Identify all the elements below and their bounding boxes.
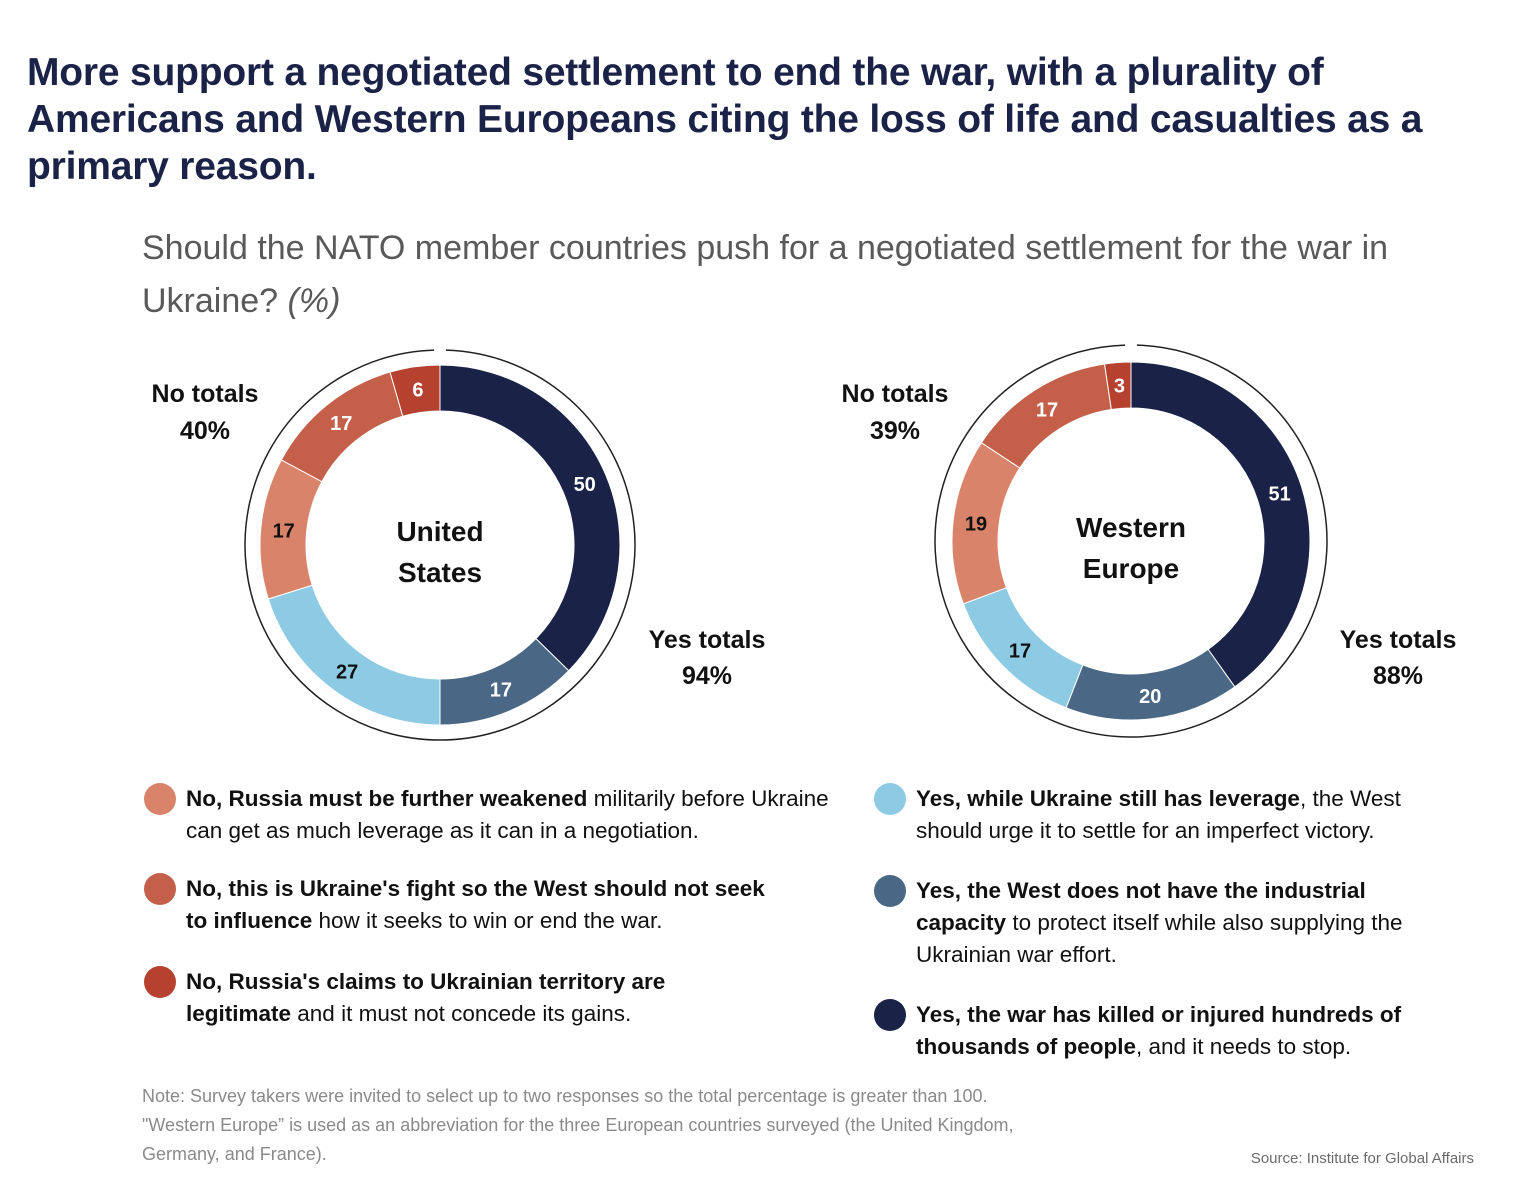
donut-chart-western-europe: 51 20 17 19 17 3 Western Europe No totals 39% Yes … bbox=[842, 344, 1457, 738]
legend-swatch bbox=[874, 875, 906, 907]
slice-value-label: 50 bbox=[574, 474, 596, 496]
slice-value-label: 19 bbox=[965, 514, 987, 536]
slice-value-label: 27 bbox=[336, 662, 358, 684]
legend-bold-text: Yes, the West does not have the industri… bbox=[916, 878, 1366, 935]
donut-slice-yes-leverage bbox=[267, 584, 441, 726]
slice-value-label: 3 bbox=[1114, 375, 1125, 397]
center-label: United bbox=[396, 516, 483, 547]
chart-subtitle: Should the NATO member countries push fo… bbox=[142, 222, 1422, 327]
donut-slice-no-claims-legitimate bbox=[389, 364, 441, 417]
legend-text: militarily before Ukraine can get as muc… bbox=[186, 786, 829, 843]
chart-title: More support a negotiated settlement to … bbox=[27, 51, 1423, 188]
legend-bold-text: No, Russia's claims to Ukrainian territo… bbox=[186, 969, 666, 1026]
legend-bold-text: No, this is Ukraine's fight so the West … bbox=[186, 876, 765, 933]
subtitle-unit: (%) bbox=[287, 281, 341, 320]
donut-slice-yes-killed bbox=[1130, 361, 1311, 688]
legend-swatch bbox=[144, 783, 176, 815]
legend-text: and it must not concede its gains. bbox=[291, 1001, 632, 1026]
donut-frame-ring bbox=[244, 349, 636, 741]
legend-item-yes-industrial: Yes, the West does not have the industri… bbox=[874, 875, 1414, 971]
no-totals-value: 39% bbox=[870, 417, 920, 445]
source-credit: Source: Institute for Global Affairs bbox=[1250, 1150, 1474, 1167]
legend-swatch bbox=[874, 783, 906, 815]
legend-bold-text: Yes, while Ukraine still has leverage bbox=[916, 786, 1300, 811]
subtitle-question: Should the NATO member countries push fo… bbox=[142, 229, 1389, 320]
legend-item-no-weakened: No, Russia must be further weakened mili… bbox=[144, 783, 834, 847]
slice-value-label: 17 bbox=[490, 680, 512, 702]
yes-totals-value: 94% bbox=[682, 662, 732, 690]
legend-item-no-ukraines-fight: No, this is Ukraine's fight so the West … bbox=[144, 873, 784, 937]
legend-swatch bbox=[144, 966, 176, 998]
legend-text: , the West should urge it to settle for … bbox=[916, 786, 1401, 843]
legend-swatch bbox=[874, 999, 906, 1031]
slice-value-label: 17 bbox=[1036, 400, 1058, 422]
yes-totals-label: Yes totals bbox=[649, 626, 766, 654]
donut-chart-united-states: 50 17 27 17 17 6 United States No totals 40% Yes t… bbox=[152, 349, 766, 741]
slice-value-label: 20 bbox=[1139, 686, 1161, 708]
slice-value-label: 6 bbox=[412, 380, 423, 402]
no-totals-label: No totals bbox=[152, 380, 259, 408]
footnote: Note: Survey takers were invited to sele… bbox=[142, 1086, 1014, 1164]
legend-text: , and it needs to stop. bbox=[1136, 1034, 1352, 1059]
donut-slice-yes-industrial bbox=[1065, 648, 1236, 721]
yes-totals-label: Yes totals bbox=[1340, 626, 1457, 654]
no-totals-label: No totals bbox=[842, 380, 949, 408]
legend-bold-text: No, Russia must be further weakened bbox=[186, 786, 588, 811]
slice-value-label: 17 bbox=[273, 520, 295, 542]
center-label: States bbox=[398, 557, 482, 588]
legend-bold-text: Yes, the war has killed or injured hundr… bbox=[916, 1002, 1402, 1059]
slice-value-label: 51 bbox=[1268, 484, 1290, 506]
center-label: Western bbox=[1076, 512, 1186, 543]
donut-slice-no-claims-legitimate bbox=[1103, 361, 1132, 411]
legend-item-yes-leverage: Yes, while Ukraine still has leverage, t… bbox=[874, 783, 1454, 847]
slice-value-label: 17 bbox=[1009, 641, 1031, 663]
legend-swatch bbox=[144, 873, 176, 905]
legend-item-no-claims-legitimate: No, Russia's claims to Ukrainian territo… bbox=[144, 966, 744, 1030]
slice-value-label: 17 bbox=[330, 413, 352, 435]
center-label: Europe bbox=[1083, 553, 1179, 584]
donut-frame-ring bbox=[934, 344, 1328, 738]
donut-slice-yes-killed bbox=[439, 364, 621, 672]
yes-totals-value: 88% bbox=[1373, 662, 1423, 690]
legend-text: how it seeks to win or end the war. bbox=[312, 908, 663, 933]
legend-item-yes-killed: Yes, the war has killed or injured hundr… bbox=[874, 999, 1464, 1063]
no-totals-value: 40% bbox=[180, 417, 230, 445]
legend-text: to protect itself while also supplying t… bbox=[916, 910, 1403, 967]
